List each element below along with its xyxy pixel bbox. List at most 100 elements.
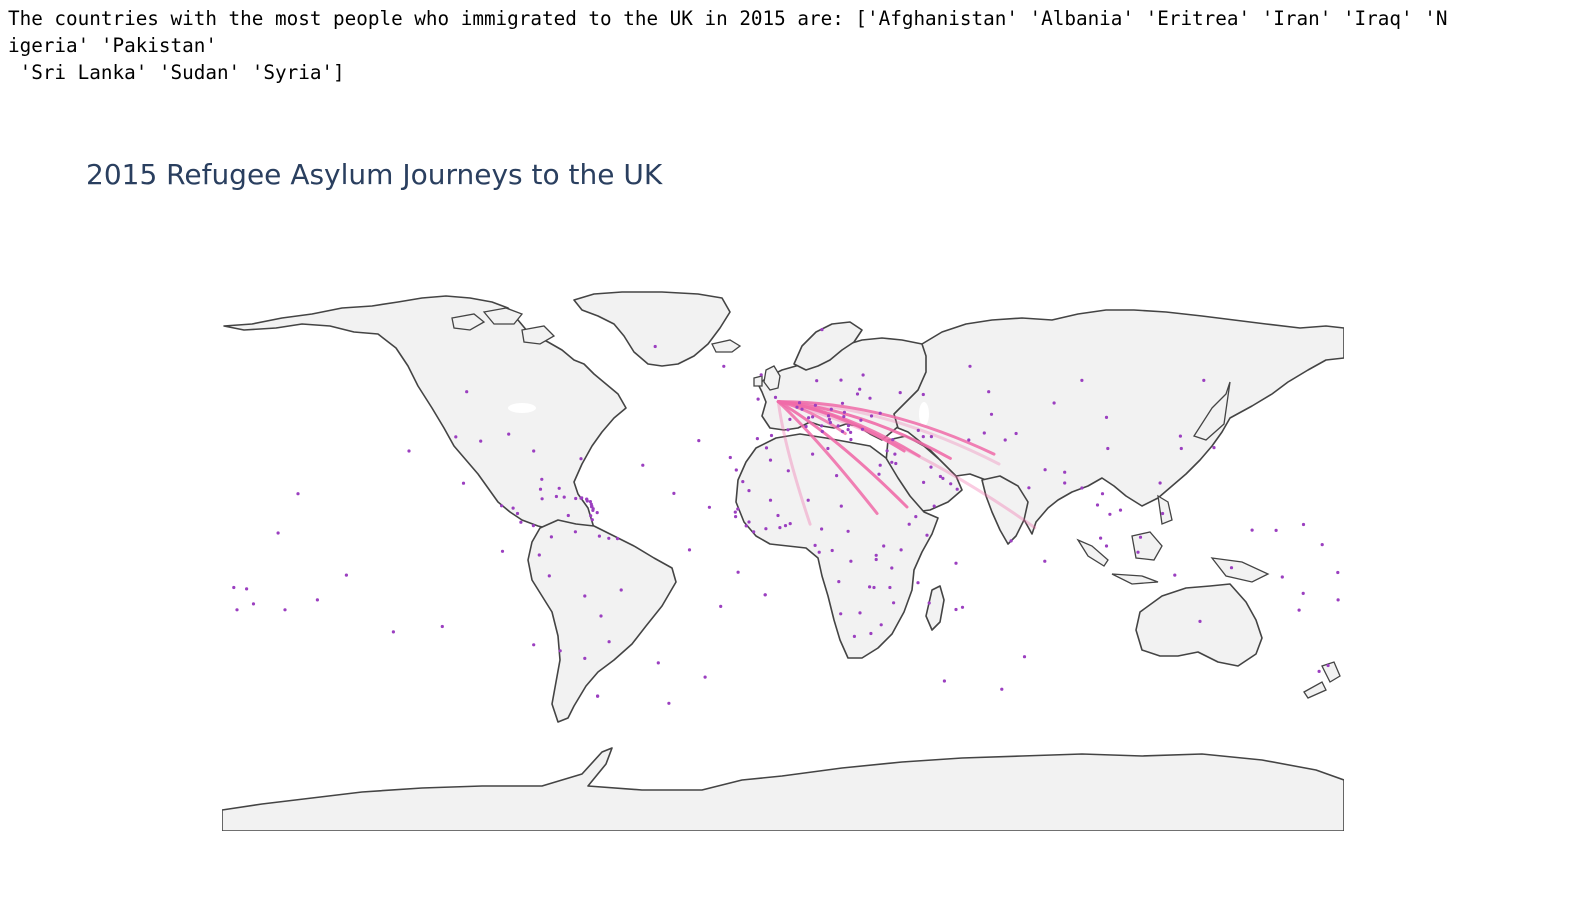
- country-point[interactable]: [840, 429, 845, 434]
- country-point[interactable]: [588, 500, 592, 504]
- country-point[interactable]: [687, 548, 692, 552]
- country-point[interactable]: [1212, 446, 1216, 450]
- country-point[interactable]: [828, 420, 833, 425]
- country-point[interactable]: [1063, 481, 1067, 485]
- country-point[interactable]: [827, 417, 832, 421]
- country-point[interactable]: [595, 511, 599, 515]
- country-point[interactable]: [1000, 687, 1004, 691]
- country-point[interactable]: [1178, 434, 1182, 438]
- country-point[interactable]: [1250, 528, 1254, 532]
- country-point[interactable]: [954, 607, 958, 612]
- country-point[interactable]: [927, 601, 931, 605]
- country-point[interactable]: [1099, 536, 1103, 540]
- route-sri-lanka[interactable]: [776, 400, 1037, 530]
- country-point[interactable]: [907, 522, 911, 526]
- country-point[interactable]: [861, 373, 865, 377]
- country-point[interactable]: [1326, 663, 1330, 668]
- country-point[interactable]: [558, 649, 562, 653]
- country-point[interactable]: [773, 395, 778, 399]
- country-point[interactable]: [574, 496, 578, 501]
- country-point[interactable]: [1108, 512, 1112, 516]
- country-point[interactable]: [344, 573, 348, 577]
- country-point[interactable]: [589, 514, 593, 518]
- country-point[interactable]: [519, 520, 523, 524]
- country-point[interactable]: [874, 557, 878, 562]
- country-point[interactable]: [795, 405, 799, 409]
- country-point[interactable]: [1095, 503, 1100, 507]
- country-point[interactable]: [829, 407, 833, 411]
- country-point[interactable]: [1301, 591, 1305, 595]
- country-point[interactable]: [607, 536, 611, 540]
- country-point[interactable]: [938, 474, 943, 479]
- country-point[interactable]: [734, 468, 738, 472]
- country-point[interactable]: [922, 480, 926, 484]
- country-point[interactable]: [942, 679, 947, 683]
- country-point[interactable]: [531, 524, 535, 528]
- country-point[interactable]: [1138, 535, 1143, 539]
- country-point[interactable]: [836, 424, 840, 428]
- country-point[interactable]: [1027, 486, 1031, 490]
- country-point[interactable]: [315, 598, 319, 602]
- route-nigeria[interactable]: [776, 400, 812, 526]
- country-point[interactable]: [532, 449, 536, 453]
- country-point[interactable]: [1202, 378, 1206, 382]
- country-point[interactable]: [815, 379, 819, 383]
- country-point[interactable]: [1106, 446, 1110, 451]
- country-point[interactable]: [407, 449, 411, 453]
- country-point[interactable]: [778, 526, 782, 530]
- country-point[interactable]: [549, 535, 553, 539]
- country-point[interactable]: [697, 439, 701, 443]
- country-point[interactable]: [1336, 570, 1340, 575]
- country-point[interactable]: [860, 427, 865, 431]
- country-point[interactable]: [1280, 575, 1284, 579]
- country-point[interactable]: [707, 505, 711, 509]
- country-point[interactable]: [839, 378, 843, 382]
- country-point[interactable]: [855, 392, 860, 396]
- country-point[interactable]: [597, 534, 601, 538]
- country-point[interactable]: [703, 675, 707, 679]
- country-point[interactable]: [1104, 415, 1109, 419]
- country-point[interactable]: [826, 446, 830, 451]
- country-point[interactable]: [846, 529, 850, 533]
- country-point[interactable]: [869, 631, 873, 636]
- country-point[interactable]: [929, 435, 934, 439]
- country-point[interactable]: [500, 504, 504, 508]
- country-point[interactable]: [820, 424, 824, 428]
- country-point[interactable]: [849, 437, 853, 442]
- country-point[interactable]: [882, 544, 886, 548]
- country-point[interactable]: [949, 482, 953, 486]
- country-point[interactable]: [540, 477, 544, 481]
- country-point[interactable]: [893, 452, 897, 456]
- country-point[interactable]: [579, 496, 583, 500]
- country-point[interactable]: [955, 487, 959, 491]
- country-point[interactable]: [878, 463, 882, 467]
- country-point[interactable]: [813, 543, 817, 547]
- country-point[interactable]: [764, 446, 769, 450]
- country-point[interactable]: [573, 530, 577, 534]
- country-point[interactable]: [776, 513, 780, 518]
- country-point[interactable]: [1014, 431, 1018, 436]
- country-point[interactable]: [391, 630, 395, 634]
- country-point[interactable]: [921, 392, 925, 397]
- country-point[interactable]: [788, 522, 792, 526]
- country-point[interactable]: [641, 463, 645, 467]
- country-point[interactable]: [747, 520, 751, 524]
- country-point[interactable]: [811, 452, 815, 456]
- country-point[interactable]: [768, 498, 773, 502]
- country-point[interactable]: [656, 661, 660, 665]
- route-syria[interactable]: [776, 400, 906, 453]
- country-point[interactable]: [1336, 598, 1340, 602]
- country-point[interactable]: [846, 424, 851, 428]
- country-point[interactable]: [599, 614, 603, 618]
- country-point[interactable]: [585, 497, 589, 501]
- country-point[interactable]: [596, 694, 600, 698]
- country-point[interactable]: [1173, 573, 1177, 577]
- country-point[interactable]: [783, 524, 788, 528]
- country-point[interactable]: [769, 433, 774, 438]
- country-point[interactable]: [868, 585, 872, 589]
- country-point[interactable]: [755, 437, 760, 441]
- country-point[interactable]: [736, 570, 740, 574]
- country-point[interactable]: [1229, 566, 1234, 570]
- country-point[interactable]: [859, 418, 863, 422]
- country-point[interactable]: [1301, 522, 1306, 527]
